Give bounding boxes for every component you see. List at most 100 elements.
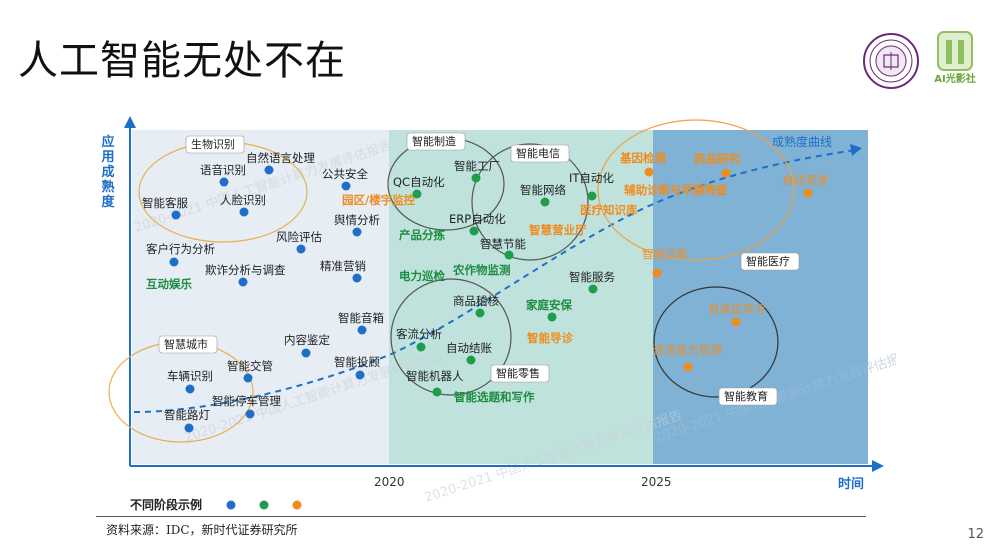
domain-circle — [390, 278, 512, 396]
y-axis-arrow — [124, 116, 136, 128]
application-dot — [357, 325, 367, 335]
domain-label: 智能电信 — [516, 146, 560, 160]
application-dot — [341, 181, 351, 191]
application-label: 自动结账 — [446, 341, 492, 355]
y-axis-label-char: 用 — [100, 150, 114, 165]
application-label: 园区/楼宇监控 — [342, 193, 416, 207]
application-dot — [219, 177, 229, 187]
application-label: 智能路灯 — [164, 408, 210, 422]
x-tick-2020: 2020 — [374, 475, 405, 489]
ai-maturity-chart: 2020-2021 中国人工智能计算力发展评估报告 2020-2021 中国人工… — [100, 116, 896, 512]
domain-label-box — [740, 252, 800, 271]
stage-zone-3 — [653, 130, 868, 464]
application-dot — [588, 284, 598, 294]
source-divider — [96, 516, 866, 517]
slide-title: 人工智能无处不在 — [18, 38, 346, 84]
application-dot — [803, 188, 813, 198]
application-dot — [264, 165, 274, 175]
application-dot — [239, 207, 249, 217]
application-dot — [171, 210, 181, 220]
application-dot — [540, 197, 550, 207]
application-label: 车辆识别 — [167, 369, 213, 383]
university-seal-icon — [863, 33, 919, 89]
domain-label-box — [718, 387, 778, 406]
domain-label-box — [158, 335, 218, 354]
application-label: 语音识别 — [200, 163, 246, 177]
curve-label: 成熟度曲线 — [772, 134, 832, 149]
application-label: 智能导诊 — [527, 331, 573, 345]
domain-label: 智能零售 — [496, 366, 540, 380]
y-axis-label-char: 应 — [101, 134, 114, 150]
application-dot — [547, 312, 557, 322]
application-label: 精准营销 — [320, 259, 366, 273]
application-label: 智能网络 — [520, 183, 566, 197]
y-axis-label-char: 成 — [101, 164, 114, 180]
application-label: 智能诊断 — [642, 247, 688, 261]
application-label: 商品稽核 — [453, 294, 499, 308]
application-dot — [238, 277, 248, 287]
application-label: 药品研究 — [694, 152, 740, 166]
domain-label-box — [406, 132, 466, 151]
application-label: 欺诈分析与调查 — [205, 263, 286, 277]
application-dot — [245, 409, 255, 419]
application-dot — [352, 273, 362, 283]
application-label: 农作物监测 — [452, 263, 511, 277]
application-label: QC自动化 — [393, 175, 445, 189]
application-label: 智慧营业厅 — [529, 223, 587, 237]
application-label: 辅助诊断与早期筛查 — [624, 183, 728, 197]
source-note: 资料来源：IDC，新时代证券研究所 — [106, 523, 298, 537]
application-label: IT自动化 — [569, 171, 614, 185]
application-dot — [721, 168, 731, 178]
application-label: 电力巡检 — [399, 269, 445, 283]
application-dot — [185, 384, 195, 394]
application-label: 语言能力管理 — [653, 343, 722, 357]
domain-label: 智能制造 — [412, 134, 456, 148]
legend-stage-dot — [259, 500, 269, 510]
application-label: ERP自动化 — [449, 212, 506, 226]
domain-label: 智能教育 — [724, 389, 768, 403]
application-label: 自动驾驶 — [782, 173, 828, 187]
domain-circle — [597, 119, 795, 261]
application-label: 智能音箱 — [338, 311, 384, 325]
application-label: 智慧节能 — [480, 237, 526, 251]
curve-arrow — [850, 144, 862, 156]
application-dot — [587, 191, 597, 201]
application-label: 智能服务 — [569, 270, 615, 284]
domain-label: 生物识别 — [191, 137, 235, 151]
application-label: 医疗知识库 — [580, 203, 638, 217]
application-label: 互动娱乐 — [146, 277, 192, 291]
application-dot — [652, 268, 662, 278]
legend-stage-dot — [226, 500, 236, 510]
application-label: 智能选题和写作 — [454, 390, 535, 404]
application-dot — [243, 373, 253, 383]
x-axis-label: 时间 — [838, 476, 864, 492]
application-dot — [412, 189, 422, 199]
y-axis-label-char: 度 — [101, 194, 115, 210]
legend-stage-dot — [292, 500, 302, 510]
application-label: 客户行为分析 — [146, 242, 215, 256]
stage-zone-2 — [389, 130, 653, 464]
application-dot — [683, 362, 693, 372]
application-dot — [475, 308, 485, 318]
application-dot — [355, 370, 365, 380]
domain-label-box — [490, 364, 550, 383]
x-axis-arrow — [872, 460, 884, 472]
application-dot — [471, 173, 481, 183]
application-label: 公共安全 — [322, 167, 368, 181]
application-dot — [184, 423, 194, 433]
application-label: 智能工厂 — [454, 159, 500, 173]
application-dot — [301, 348, 311, 358]
application-label: 智能机器人 — [406, 369, 464, 383]
domain-label: 智慧城市 — [164, 337, 208, 351]
application-label: 舆情分析 — [334, 213, 380, 227]
application-label: 智能投顾 — [334, 355, 380, 369]
y-axis-label-char: 熟 — [101, 179, 114, 195]
application-dot — [296, 244, 306, 254]
application-label: 基因检测 — [619, 151, 666, 165]
application-label: 家庭安保 — [526, 298, 572, 312]
application-label: 产品分拣 — [399, 228, 445, 242]
domain-circle — [653, 286, 779, 398]
application-dot — [432, 387, 442, 397]
application-label: 智能停车管理 — [212, 394, 281, 408]
